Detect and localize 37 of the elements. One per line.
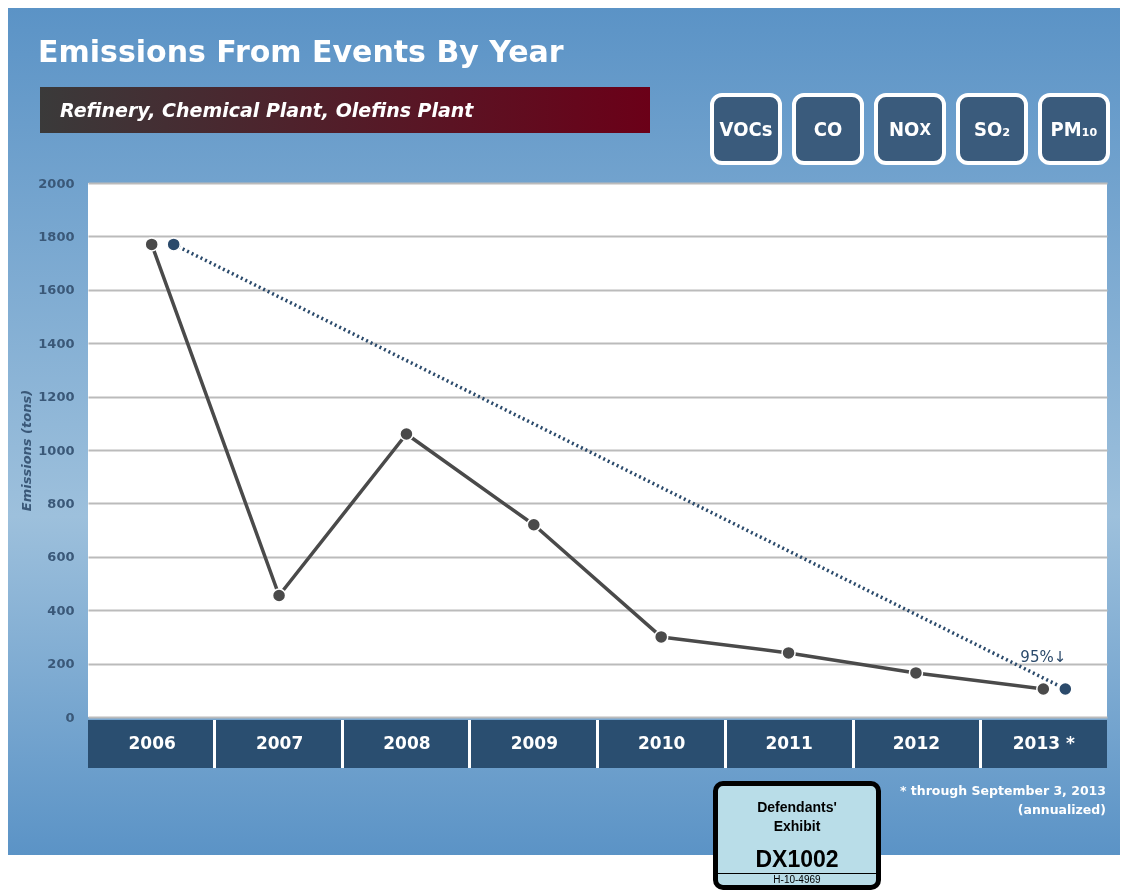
x-tick-label: 2009 [510, 732, 558, 753]
y-tick-label: 600 [47, 549, 75, 565]
text: PM₁₀ [1038, 93, 1110, 165]
y-tick-label: 1600 [38, 282, 75, 298]
y-axis-title: Emissions (tons) [19, 389, 35, 512]
text: * through September 3, 2013 (annualized) [898, 782, 1106, 819]
y-tick-label: 1200 [38, 389, 75, 405]
x-tick-label: 2006 [128, 732, 176, 753]
point [781, 645, 796, 661]
x-tick-label: 2013 * [1012, 732, 1075, 753]
y-tick-label: 400 [47, 602, 75, 618]
x-tick-label: 2010 [638, 732, 686, 753]
y-tick-label: 1400 [38, 335, 75, 351]
point [1036, 681, 1051, 697]
point [399, 426, 414, 442]
y-tick-label: 1800 [38, 228, 75, 244]
chart-subtitle: Refinery, Chemical Plant, Olefins Plant [40, 87, 650, 133]
y-tick-label: 200 [47, 656, 75, 672]
y-tick-label: 2000 [38, 175, 75, 191]
x-tick-label: 2012 [892, 732, 941, 753]
point [653, 629, 669, 645]
point [144, 237, 159, 252]
x-tick-label: 2008 [383, 732, 431, 753]
y-tick-label: 1000 [38, 442, 75, 458]
chart-title: Emissions From Events By Year [38, 34, 564, 69]
text: CO [792, 93, 864, 165]
x-tick-label: 2011 [765, 732, 813, 753]
text: SO₂ [956, 93, 1028, 165]
annotation: 95%↓ [1020, 647, 1067, 666]
point [526, 517, 542, 533]
point [271, 588, 287, 603]
y-tick-label: 800 [47, 495, 75, 511]
y-tick-label: 0 [65, 709, 75, 725]
text: VOCs [710, 93, 782, 165]
point [908, 665, 924, 681]
x-tick-label: 2007 [255, 732, 304, 753]
exhibit-sticker: Defendants' Exhibit DX1002 H-10-4969 [713, 781, 881, 890]
